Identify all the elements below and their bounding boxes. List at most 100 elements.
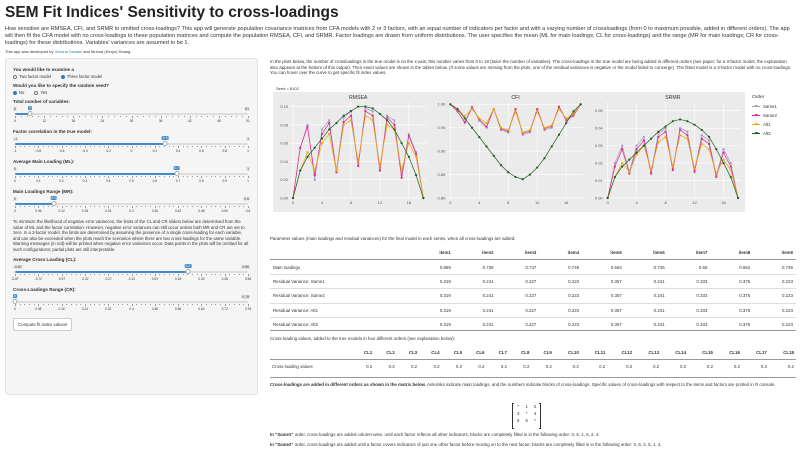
data-point [657,141,660,144]
table-cell: 0.2 [741,359,769,373]
data-point [485,125,488,128]
fit-index-plots[interactable]: 0.00 0.02 0.04 0.06 0.08 0.10 0 4 8 12 16 RMSEA 0.80… [273,92,745,212]
data-point [378,164,381,168]
slider-tick-label: 0.48 [151,306,158,311]
table-cell: 0.223 [753,273,796,289]
slider-label: Total number of variables: [13,99,71,104]
slider-label: Cross-Loadings Range (CR): [13,286,76,292]
slider-tick-labels: 0 0.1 0.2 0.3 0.4 0.5 0.6 0.7 0.8 0.9 1 [14,179,249,184]
data-point [320,132,324,136]
data-point [328,119,331,122]
table-cell: 0.227 [496,316,540,332]
seed-label: Would you like to specify the random see… [13,83,109,88]
slider-track[interactable] [15,300,248,303]
slider[interactable]: 0 0.78 0 0 0.08 0.16 0.24 0.32 0.4 0.48 0.56 0.6… [12,293,251,313]
slider-tick-label: 0.72 [221,306,228,311]
data-point [657,132,660,135]
data-point [621,148,624,151]
table-header: item6 [624,246,668,261]
data-point [342,114,345,117]
data-point [707,135,711,139]
radio-seed-no[interactable]: No [13,90,24,95]
slider[interactable]: 0 1 0.7 0 0.1 0.2 0.3 0.4 0.5 0.6 0.7 0.8 0.9 1 [13,165,250,185]
data-point [386,114,389,117]
radio-three-factor[interactable]: Three factor model [60,74,102,79]
radio-seed-yes[interactable]: Yes [34,90,47,95]
data-point [678,118,682,121]
data-point [722,148,725,151]
slider[interactable]: 0 0.6 0.1 0 0.06 0.12 0.18 0.24 0.3 0.36 0.42 0.… [13,195,250,215]
table-cell: 0.2 [396,359,420,373]
x-tick-label: 4 [321,200,324,205]
slider-track[interactable] [15,113,248,115]
data-point [313,174,316,177]
slider-handle[interactable] [185,268,191,274]
legend-item[interactable]: Same2 [752,113,777,118]
slider-handle[interactable] [51,201,56,206]
slider-value: 9 [28,106,33,110]
compute-button[interactable]: Compute fit index values! [13,317,73,331]
app-description: How sensitive are RMSEA, CFI, and SRMR t… [5,26,790,46]
y-tick-label: 0.01 [595,178,604,183]
data-point [621,165,624,168]
table-cell: 0.319 [411,273,454,289]
slider-tick-label: 0.32 [105,306,112,311]
matrix-bracket-left [512,403,514,429]
radio-two-factor[interactable]: Two factor model [13,74,51,79]
divider [270,377,796,378]
legend-item[interactable]: Alt1 [752,122,777,127]
table-header: item5 [582,246,625,261]
table-cell: 0.333 [667,302,711,318]
y-tick-label: 0.08 [280,122,289,127]
slider-ticks [15,303,249,307]
slider[interactable]: -0.87 0.56 0.2 -0.87 -0.72 -0.57 -0.42 -0.27… [11,263,251,283]
table-cell: 0.2 [464,359,487,373]
data-point [414,174,418,177]
table-header-row: CL1 CL2 CL3 CL4 CL5 CL6 CL7 CL8 CL9 CL10 CL11 CL12 C… [270,346,796,360]
table-header [270,346,352,360]
legend-item[interactable]: Alt2 [752,131,777,136]
slider-max: 0.78 [241,294,250,299]
y-tick-label: 0.10 [280,104,289,109]
data-point [565,117,568,120]
matrix-cell: 1 [525,404,528,409]
table-header: item1 [411,246,454,261]
slider-handle[interactable] [12,298,18,304]
slider-label: Main Loadings Range (MR): [13,189,74,194]
table-cell: 0.241 [453,302,497,318]
data-point [349,119,353,122]
same1-paragraph: In "Same1" order, cross-loadings are add… [270,432,796,438]
legend-item[interactable]: Same1 [752,104,777,109]
table-cell: 0.2 [715,359,742,373]
table-row: Residual Variance: Alt1 0.319 0.241 0.227 0.… [270,302,796,318]
slider-tick-label: -0.4 [82,149,88,153]
table-header: CL11 [580,346,608,360]
author-link[interactable]: Victoria Savalei [54,49,83,54]
slider-tick-label: 0.18 [81,209,88,213]
data-point [707,142,711,145]
data-point [628,172,631,175]
table-cell: 0.357 [582,288,625,303]
order-matrix: * 1 2 3 * 4 5 6 * [512,403,542,429]
table-row: Cross loading values 0.2 0.2 0.2 0.2 0.2 0.2 0.… [270,359,796,373]
table-cell: 0.223 [753,288,796,303]
same1-text: order, cross-loadings are added column-w… [294,432,600,437]
slider[interactable]: -1 1 0.3 -1 -0.8 -0.6 -0.4 -0.2 0 0.2 0.4 0.6 0.8… [13,135,250,155]
y-tick-label: 0.02 [280,177,289,182]
slider-handle[interactable] [174,171,180,176]
slider-tick-label: 0.6 [152,179,158,183]
slider[interactable]: 6 51 9 6 12 18 24 30 36 42 48 51 [13,105,250,125]
slider-handle[interactable] [27,111,33,116]
orders-title: Cross-loadings are added in different or… [270,382,426,387]
data-point [521,178,524,181]
x-tick-label: 16 [721,200,726,205]
data-point [678,128,682,132]
credit-prefix: This app was developed by [5,49,54,54]
slider-track[interactable] [15,203,248,205]
slider-max: 0.6 [243,197,250,201]
plot-panel-bg [447,102,584,198]
legend-swatch [752,113,760,117]
same2-paragraph: In "Same2" order, cross-loadings are add… [270,442,796,448]
slider-handle[interactable] [162,141,168,146]
x-tick-label: 8 [350,200,353,205]
